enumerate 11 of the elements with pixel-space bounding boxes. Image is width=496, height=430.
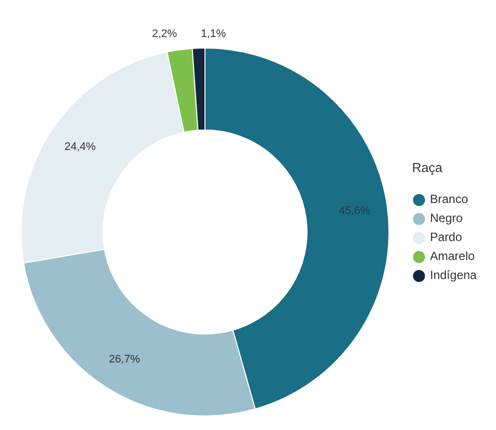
legend-label: Branco — [430, 192, 468, 206]
data-label: 45,6% — [338, 205, 370, 218]
legend-label: Amarelo — [430, 249, 476, 264]
data-label: 26,7% — [108, 354, 140, 366]
legend-title: Raça — [412, 160, 444, 175]
data-label: 2,2% — [152, 28, 178, 40]
data-label: 1,1% — [200, 28, 226, 40]
legend-label: Indígena — [430, 268, 478, 282]
legend-label: Negro — [430, 211, 464, 226]
legend-label: Pardo — [430, 230, 462, 244]
data-label: 24,4% — [64, 141, 96, 154]
